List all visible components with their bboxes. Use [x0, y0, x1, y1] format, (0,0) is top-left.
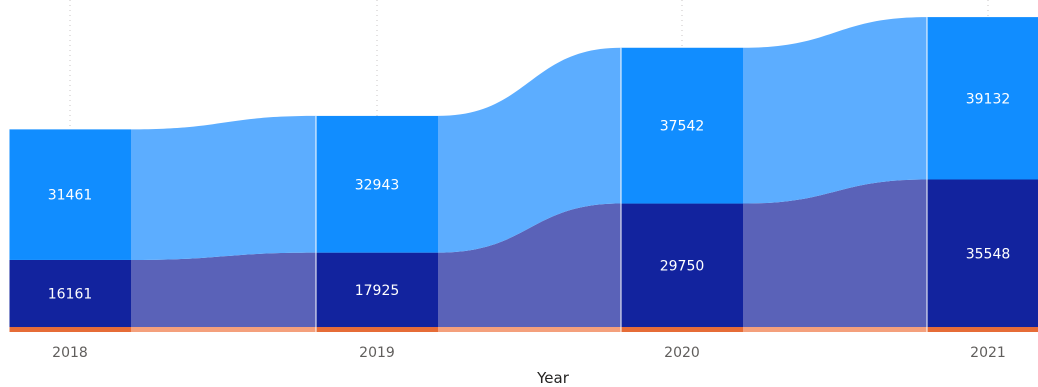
- ribbon-series-2-2020-2021: [743, 179, 927, 328]
- segment-label-series-2-2019: 17925: [355, 283, 400, 299]
- ribbon-series-1-2018-2019: [131, 327, 316, 332]
- ribbon-series-3-2019-2020: [438, 47, 621, 253]
- segment-label-series-3-2019: 32943: [355, 177, 400, 193]
- ribbon-series-1-2020-2021: [743, 327, 927, 332]
- ribbon-series-2-2018-2019: [131, 252, 316, 328]
- ribbon-series-3-2020-2021: [743, 17, 927, 204]
- segment-label-series-2-2020: 29750: [660, 258, 705, 274]
- bar-segment-series-1-2019[interactable]: [316, 327, 438, 332]
- segment-label-series-2-2021: 35548: [966, 246, 1011, 262]
- bar-segment-series-2-2019[interactable]: [316, 252, 438, 328]
- segment-label-series-3-2018: 31461: [48, 188, 93, 204]
- bar-segment-series-2-2020[interactable]: [621, 203, 743, 328]
- bar-segment-series-1-2021[interactable]: [927, 327, 1038, 332]
- ribbons: [131, 17, 927, 332]
- x-axis-ticks: 2018 2019 2020 2021: [52, 345, 1006, 361]
- x-tick-2020: 2020: [664, 345, 700, 361]
- bar-segment-series-3-2020[interactable]: [621, 47, 743, 204]
- segment-label-series-2-2018: 16161: [48, 286, 93, 302]
- x-tick-2018: 2018: [52, 345, 88, 361]
- bar-segment-series-1-2020[interactable]: [621, 327, 743, 332]
- bar-segment-series-2-2021[interactable]: [927, 179, 1038, 328]
- segment-labels: 16161 31461 17925 32943 29750 37542 35548 39132: [48, 91, 1011, 302]
- bar-segment-series-3-2021[interactable]: [927, 17, 1038, 180]
- segment-label-series-3-2020: 37542: [660, 119, 705, 135]
- x-tick-2019: 2019: [359, 345, 395, 361]
- bar-segment-series-3-2018[interactable]: [9, 129, 131, 260]
- ribbon-series-2-2019-2020: [438, 203, 621, 328]
- bar-segment-series-3-2019[interactable]: [316, 115, 438, 253]
- x-tick-2021: 2021: [970, 345, 1006, 361]
- x-axis-title: Year: [536, 369, 570, 387]
- bar-segment-series-2-2018[interactable]: [9, 259, 131, 328]
- segment-label-series-3-2021: 39132: [966, 91, 1011, 107]
- bars: [8, 17, 1038, 332]
- ribbon-series-3-2018-2019: [131, 115, 316, 260]
- bar-segment-series-1-2018[interactable]: [9, 327, 131, 332]
- ribbon-series-1-2019-2020: [438, 327, 621, 332]
